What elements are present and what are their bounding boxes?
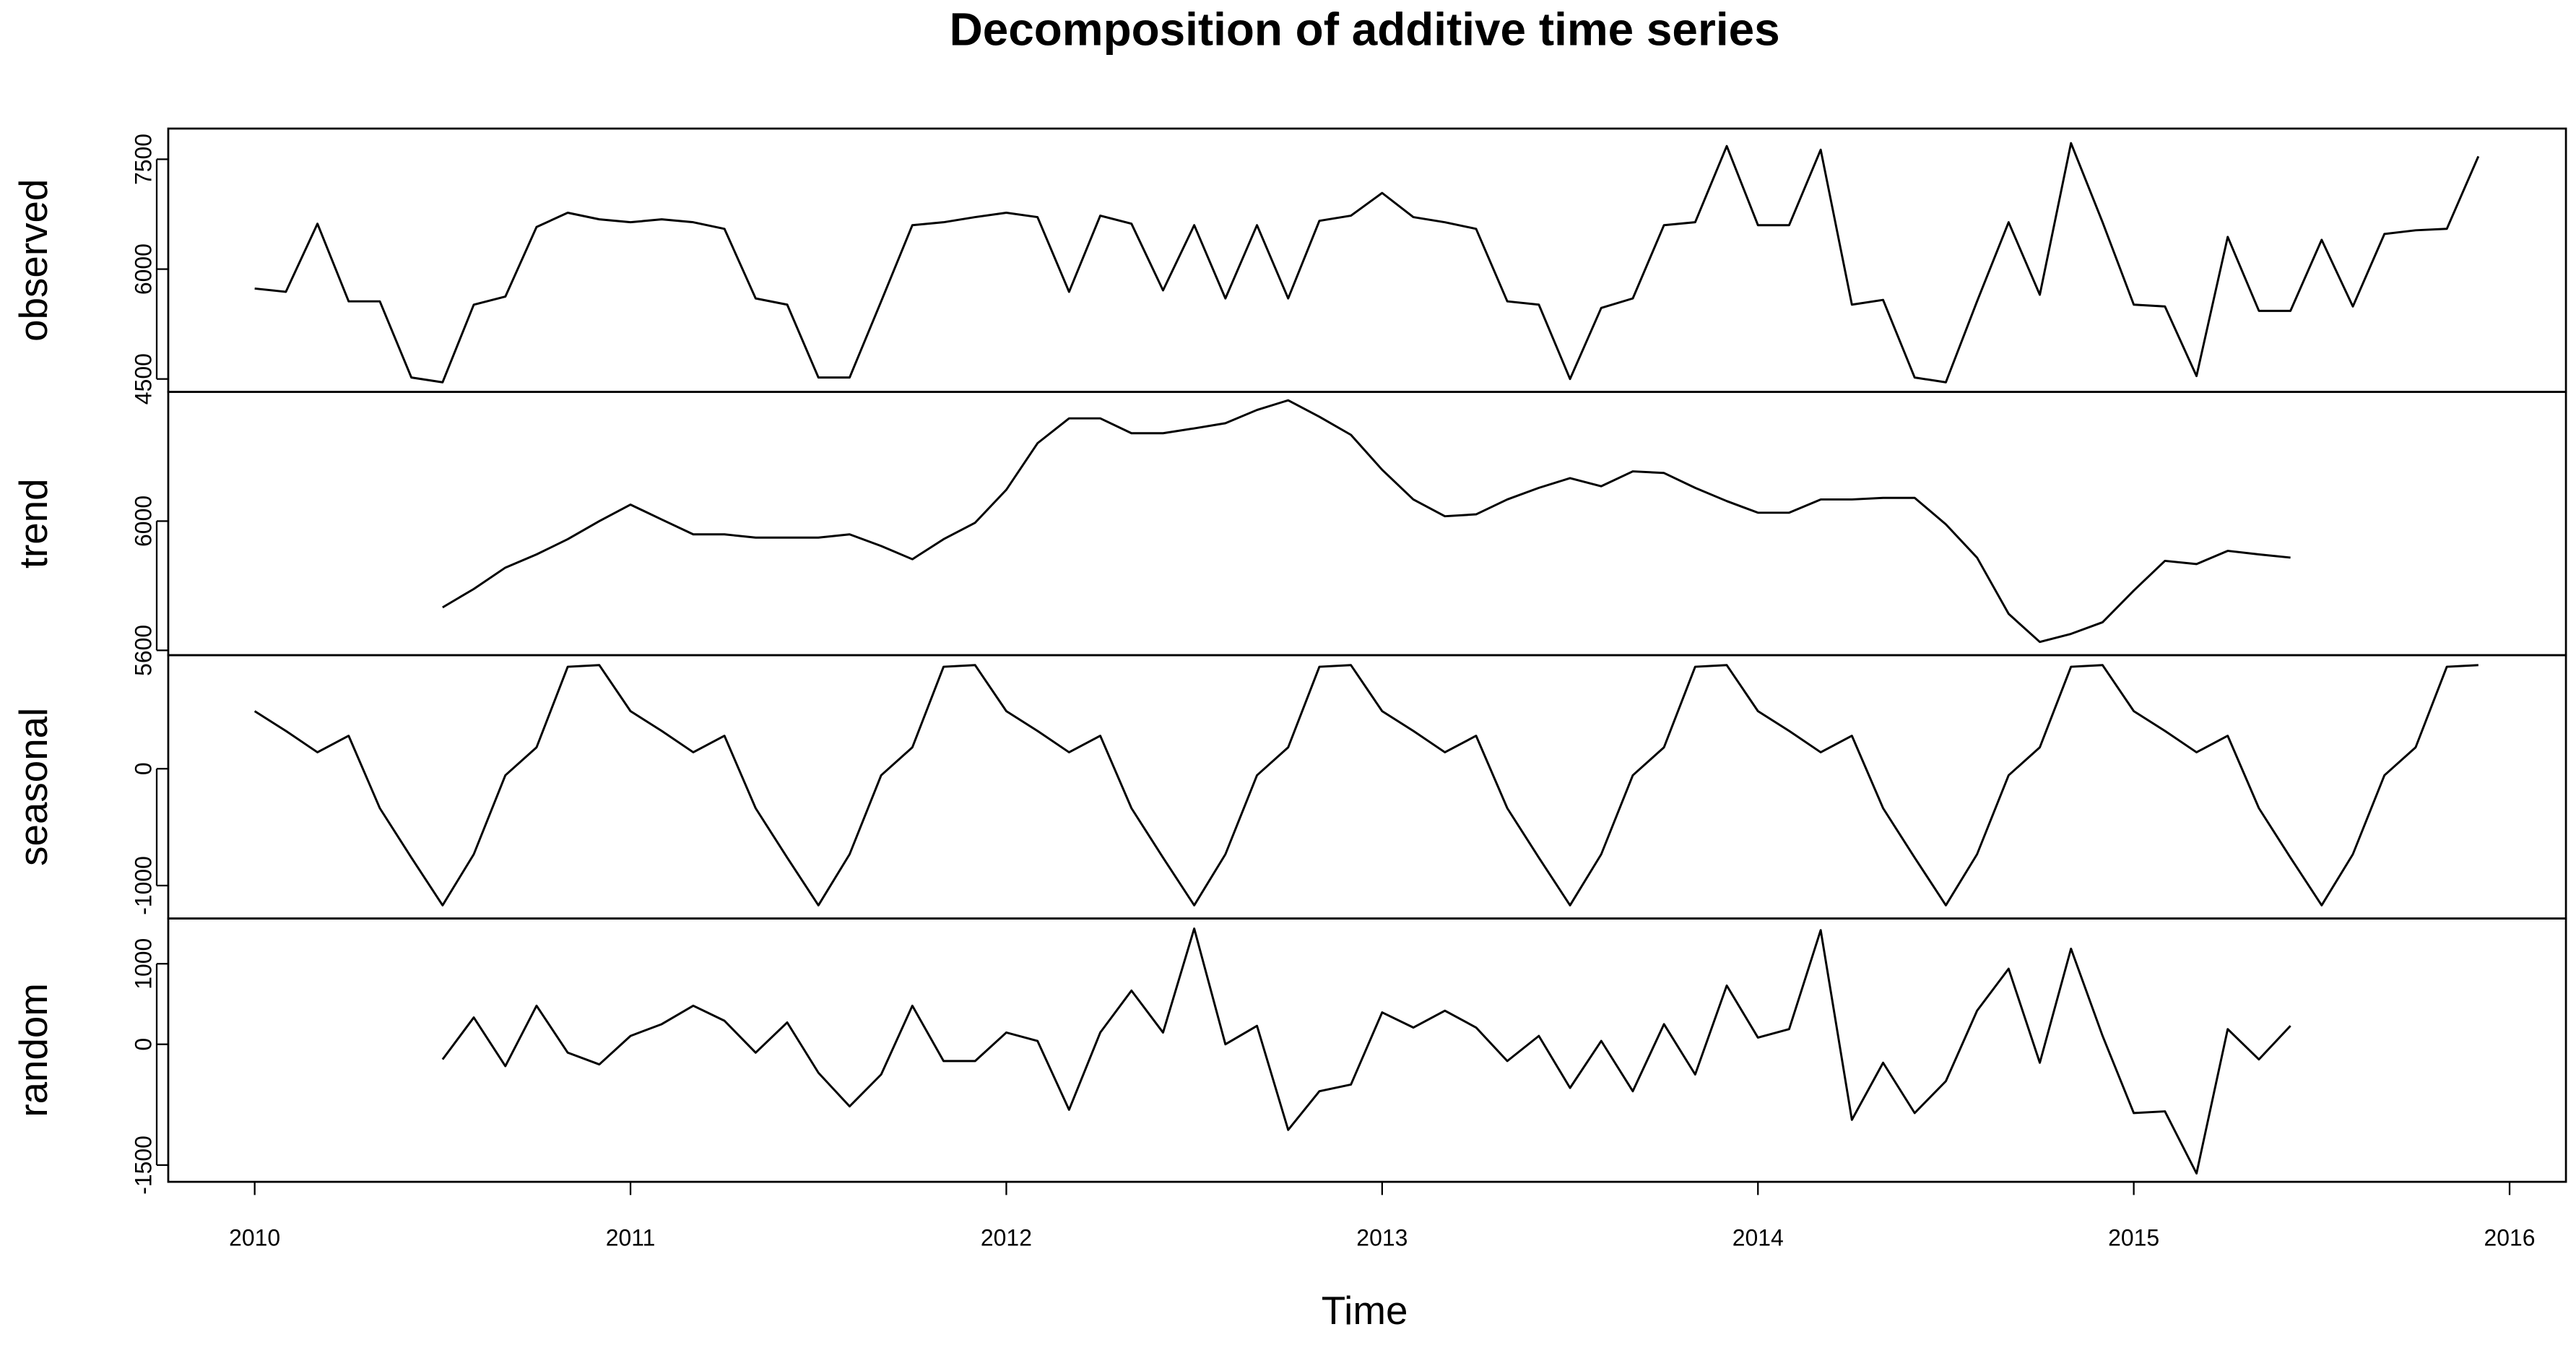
- y-tick-label: 1000: [130, 938, 156, 990]
- x-tick-label: 2010: [229, 1224, 280, 1250]
- y-axis-label: observed: [11, 179, 56, 342]
- y-axis-label: random: [11, 983, 56, 1117]
- x-tick-label: 2012: [981, 1224, 1032, 1250]
- x-tick-label: 2015: [2108, 1224, 2159, 1250]
- series-line: [442, 399, 2291, 644]
- x-axis-label: Time: [1322, 1288, 1408, 1333]
- y-tick-label: 5600: [130, 625, 156, 676]
- panel-frame: [167, 127, 2567, 393]
- y-tick-label: 6000: [130, 496, 156, 547]
- panel-frame: [167, 391, 2567, 657]
- x-tick-label: 2016: [2484, 1224, 2535, 1250]
- panel-frame: [167, 917, 2567, 1183]
- series-line: [253, 664, 2479, 907]
- y-tick-label: 6000: [130, 243, 156, 295]
- x-tick-label: 2013: [1356, 1224, 1408, 1250]
- y-axis-label: seasonal: [11, 708, 56, 866]
- series-line: [254, 142, 2480, 384]
- y-tick-label: -1500: [130, 1136, 156, 1195]
- y-tick-label: 7500: [130, 134, 156, 185]
- y-axis-label: trend: [11, 478, 56, 568]
- x-tick-label: 2014: [1732, 1224, 1784, 1250]
- y-tick-label: -1000: [130, 856, 156, 915]
- series-line: [441, 927, 2291, 1175]
- chart-title: Decomposition of additive time series: [950, 4, 1780, 56]
- x-tick-label: 2011: [606, 1224, 656, 1250]
- y-tick-label: 0: [130, 1038, 156, 1051]
- y-tick-label: 4500: [130, 353, 156, 405]
- panel-frame: [167, 654, 2567, 920]
- y-tick-label: 0: [130, 762, 156, 775]
